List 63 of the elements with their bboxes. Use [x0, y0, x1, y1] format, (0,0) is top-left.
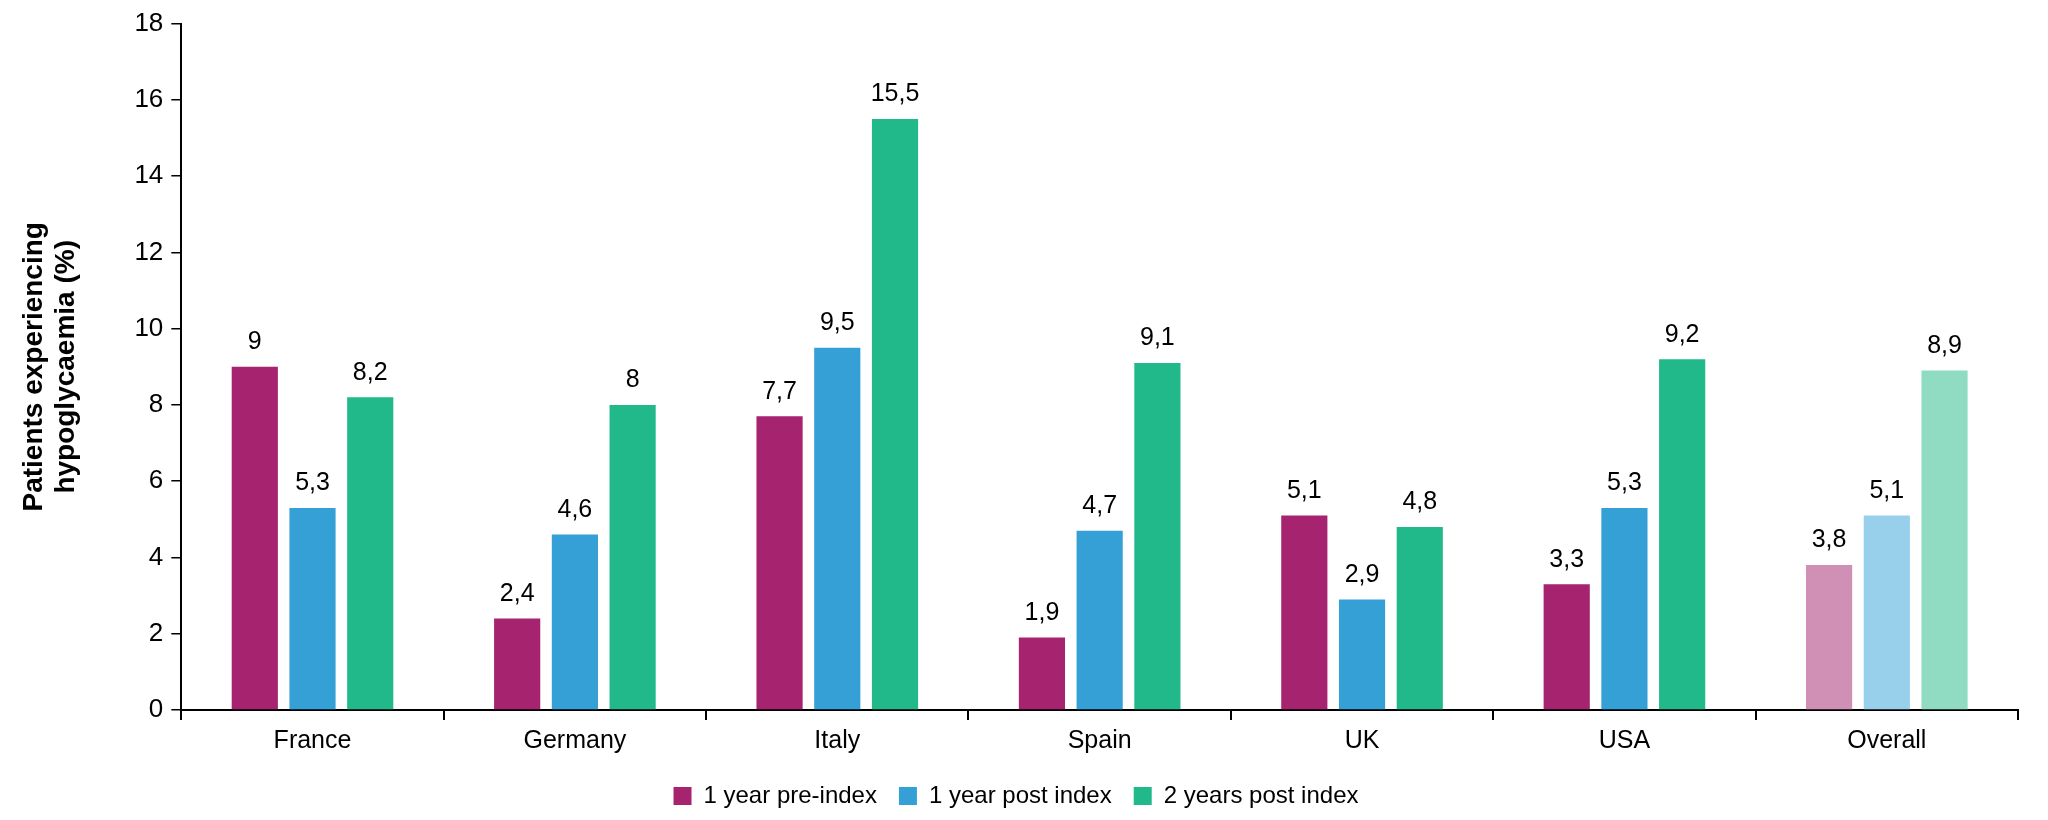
y-tick-label: 18 [134, 6, 164, 37]
bar [1281, 515, 1328, 710]
x-tick-label: USA [1598, 724, 1651, 753]
bar [1863, 515, 1910, 710]
bar [289, 507, 336, 710]
data-label: 5,3 [295, 467, 330, 496]
data-label: 7,7 [762, 375, 797, 404]
data-label: 5,1 [1286, 474, 1322, 503]
bar [609, 404, 656, 710]
data-label: 8 [625, 364, 640, 393]
data-label: 5,3 [1607, 467, 1642, 496]
bar [494, 618, 541, 710]
data-label: 9,1 [1140, 322, 1175, 351]
data-label: 3,3 [1549, 543, 1585, 572]
x-tick-label: Overall [1847, 724, 1927, 753]
data-label: 15,5 [870, 78, 920, 107]
data-label: 4,8 [1402, 486, 1438, 515]
y-tick-label: 8 [148, 388, 164, 419]
y-tick-label: 6 [148, 464, 164, 495]
x-tick-label: Spain [1067, 724, 1132, 753]
y-tick-label: 16 [134, 83, 164, 114]
data-label: 2,9 [1344, 558, 1380, 587]
data-label: 2,4 [499, 577, 535, 606]
y-axis-title: Patients experiencing hypoglycaemia (%) [16, 222, 81, 512]
data-label: 9,2 [1664, 318, 1700, 347]
bar [814, 347, 861, 710]
bar [1076, 530, 1123, 710]
x-tick-label: UK [1344, 724, 1380, 753]
y-tick-label: 0 [148, 693, 164, 724]
y-tick-label: 4 [148, 540, 164, 571]
data-label: 8,9 [1927, 330, 1962, 358]
x-tick-label: France [273, 724, 352, 753]
bar [1338, 599, 1386, 710]
data-label: 8,2 [352, 356, 388, 385]
data-label: 9 [247, 326, 262, 355]
legend-label: 2 years post index [1163, 780, 1359, 808]
bar [551, 534, 598, 710]
bar [1806, 565, 1853, 710]
x-tick-label: Italy [814, 724, 861, 753]
bar [1601, 507, 1648, 710]
y-tick-label: 12 [134, 235, 164, 266]
bar [347, 397, 394, 710]
bar [1396, 526, 1443, 710]
legend-label: 1 year pre-index [703, 780, 877, 808]
data-label: 1,9 [1024, 596, 1060, 625]
data-label: 3,8 [1811, 524, 1847, 553]
bar [1543, 584, 1590, 710]
y-tick-label: 2 [148, 616, 164, 647]
data-label: 4,6 [557, 493, 593, 522]
legend-label: 1 year post index [928, 780, 1112, 808]
bar [1018, 637, 1066, 710]
bar [871, 118, 919, 710]
x-tick-label: Germany [523, 724, 627, 753]
data-label: 4,7 [1082, 490, 1118, 519]
bar [1134, 362, 1181, 710]
y-tick-label: 10 [134, 311, 164, 342]
data-label: 5,1 [1869, 474, 1905, 503]
bar [756, 416, 803, 710]
y-tick-label: 14 [134, 159, 164, 190]
bar [1921, 370, 1968, 710]
bar [231, 366, 278, 710]
data-label: 9,5 [819, 307, 855, 336]
bar [1659, 359, 1706, 710]
